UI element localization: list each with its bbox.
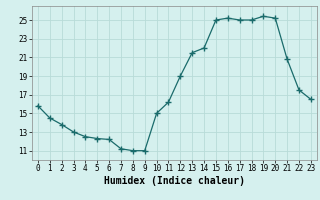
X-axis label: Humidex (Indice chaleur): Humidex (Indice chaleur)	[104, 176, 245, 186]
